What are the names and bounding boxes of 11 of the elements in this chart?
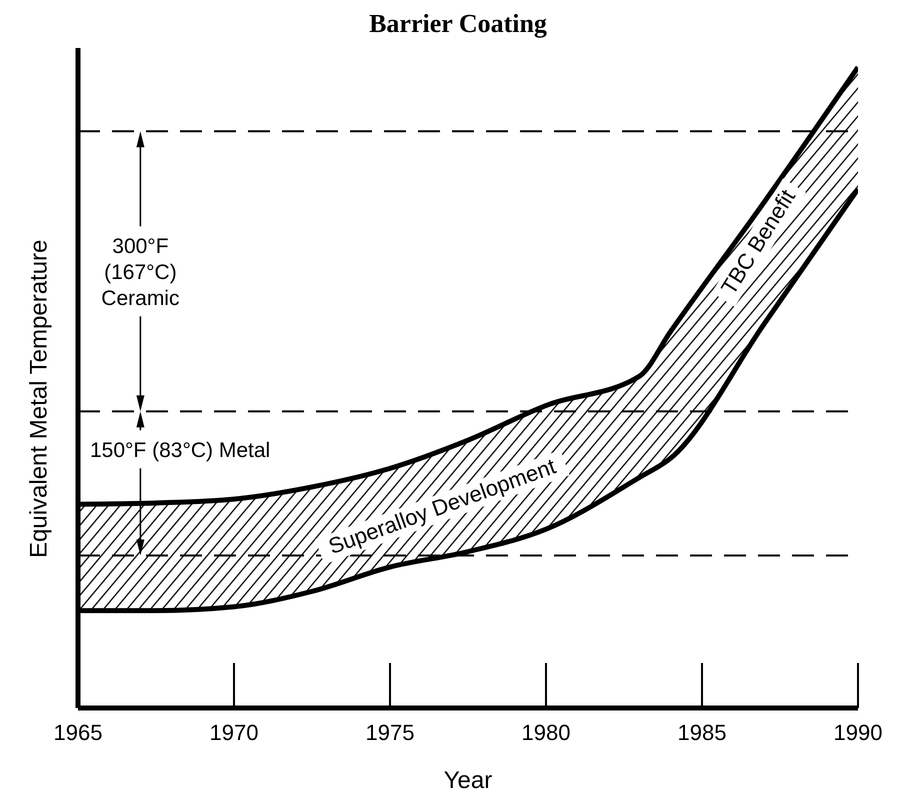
x-tick-label: 1980 [522, 720, 570, 745]
x-tick-label: 1965 [54, 720, 102, 745]
annotation: 300°F (167°C) Ceramic [101, 235, 180, 310]
annotation: 150°F (83°C) Metal [90, 439, 270, 462]
x-tick-label: 1975 [366, 720, 414, 745]
x-tick-label: 1990 [834, 720, 882, 745]
x-tick-label: 1985 [678, 720, 726, 745]
chart-title: Barrier Coating [369, 9, 547, 38]
y-axis-title: Equivalent Metal Temperature [26, 240, 53, 558]
x-axis-title: Year [444, 767, 492, 794]
x-tick-label: 1970 [210, 720, 258, 745]
